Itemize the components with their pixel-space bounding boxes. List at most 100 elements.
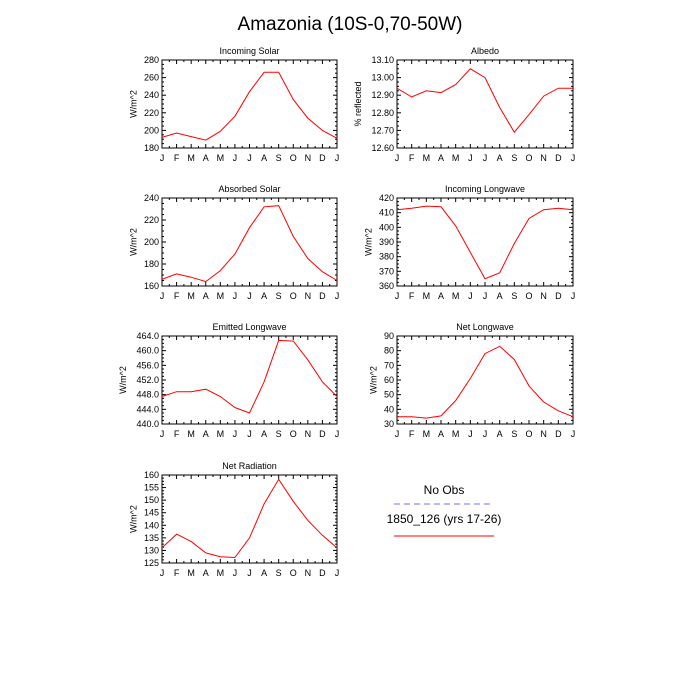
x-tick-label: M: [187, 429, 195, 439]
y-tick-label: 464.0: [136, 331, 159, 341]
series-line-model: [161, 71, 338, 141]
x-tick-label: M: [423, 153, 431, 163]
x-tick-label: J: [335, 429, 340, 439]
x-tick-label: S: [511, 153, 517, 163]
x-tick-label: M: [187, 153, 195, 163]
panel-title: Incoming Solar: [219, 46, 279, 56]
x-tick-label: J: [483, 153, 488, 163]
y-tick-label: 145: [144, 508, 159, 518]
x-tick-label: S: [276, 291, 282, 301]
x-tick-label: A: [261, 568, 267, 578]
x-tick-label: J: [247, 568, 252, 578]
y-tick-label: 60: [384, 375, 394, 385]
panel-title: Net Radiation: [222, 461, 277, 471]
x-tick-label: J: [247, 429, 252, 439]
y-tick-label: 90: [384, 331, 394, 341]
y-tick-label: 130: [144, 545, 159, 555]
x-tick-label: D: [555, 153, 562, 163]
x-tick-label: A: [497, 429, 503, 439]
x-tick-label: J: [571, 153, 576, 163]
x-tick-label: M: [452, 153, 460, 163]
legend-obs-label: No Obs: [424, 483, 465, 497]
y-tick-label: 180: [144, 259, 159, 269]
x-tick-label: F: [174, 291, 180, 301]
x-tick-label: M: [423, 429, 431, 439]
y-tick-label: 260: [144, 73, 159, 83]
x-tick-label: J: [483, 291, 488, 301]
y-axis-label: % reflected: [353, 81, 363, 126]
series-line-model: [161, 339, 338, 414]
y-axis-label: W/m^2: [128, 505, 138, 533]
x-tick-label: J: [233, 153, 238, 163]
y-tick-label: 460.0: [136, 346, 159, 356]
series-line-model: [397, 345, 574, 419]
x-tick-label: A: [261, 153, 267, 163]
x-tick-label: M: [187, 291, 195, 301]
x-tick-label: N: [305, 153, 312, 163]
x-tick-label: A: [261, 291, 267, 301]
series-line-model: [396, 68, 573, 134]
x-tick-label: F: [409, 429, 415, 439]
x-tick-label: J: [247, 291, 252, 301]
x-tick-label: A: [203, 429, 209, 439]
y-tick-label: 12.80: [371, 108, 394, 118]
y-tick-label: 360: [379, 281, 394, 291]
y-tick-label: 456.0: [136, 360, 159, 370]
y-tick-label: 200: [144, 237, 159, 247]
y-tick-label: 13.10: [371, 55, 394, 65]
y-axis-label: W/m^2: [118, 366, 128, 394]
x-tick-label: F: [174, 568, 180, 578]
x-tick-label: J: [468, 291, 473, 301]
y-tick-label: 420: [379, 193, 394, 203]
plot-frame: [161, 474, 338, 564]
y-tick-label: 135: [144, 533, 159, 543]
x-tick-label: M: [452, 429, 460, 439]
x-tick-label: M: [217, 153, 225, 163]
x-tick-label: O: [525, 291, 532, 301]
x-tick-label: J: [247, 153, 252, 163]
y-tick-label: 12.60: [371, 143, 394, 153]
x-tick-label: N: [540, 291, 547, 301]
x-tick-label: A: [203, 153, 209, 163]
x-tick-label: J: [335, 291, 340, 301]
x-tick-label: M: [423, 291, 431, 301]
x-tick-label: D: [319, 291, 326, 301]
plot-frame: [396, 335, 574, 425]
x-tick-label: J: [395, 429, 400, 439]
x-tick-label: S: [511, 291, 517, 301]
x-tick-label: M: [452, 291, 460, 301]
y-tick-label: 12.70: [371, 125, 394, 135]
x-tick-label: J: [468, 153, 473, 163]
x-tick-label: J: [233, 568, 238, 578]
x-tick-label: A: [261, 429, 267, 439]
y-tick-label: 80: [384, 346, 394, 356]
x-tick-label: F: [174, 153, 180, 163]
y-tick-label: 220: [144, 215, 159, 225]
x-tick-label: A: [497, 291, 503, 301]
x-tick-label: O: [290, 291, 297, 301]
x-tick-label: S: [276, 429, 282, 439]
x-tick-label: J: [160, 291, 165, 301]
x-tick-label: S: [511, 429, 517, 439]
plot-frame: [161, 59, 338, 149]
y-tick-label: 240: [144, 193, 159, 203]
y-tick-label: 370: [379, 266, 394, 276]
plot-frame: [161, 197, 338, 287]
y-tick-label: 155: [144, 483, 159, 493]
x-tick-label: J: [395, 153, 400, 163]
y-tick-label: 390: [379, 237, 394, 247]
y-tick-label: 452.0: [136, 375, 159, 385]
x-tick-label: O: [525, 153, 532, 163]
x-tick-label: D: [319, 153, 326, 163]
x-tick-label: D: [555, 291, 562, 301]
y-axis-label: W/m^2: [363, 228, 373, 256]
x-tick-label: N: [305, 429, 312, 439]
y-tick-label: 240: [144, 90, 159, 100]
x-tick-label: J: [160, 153, 165, 163]
